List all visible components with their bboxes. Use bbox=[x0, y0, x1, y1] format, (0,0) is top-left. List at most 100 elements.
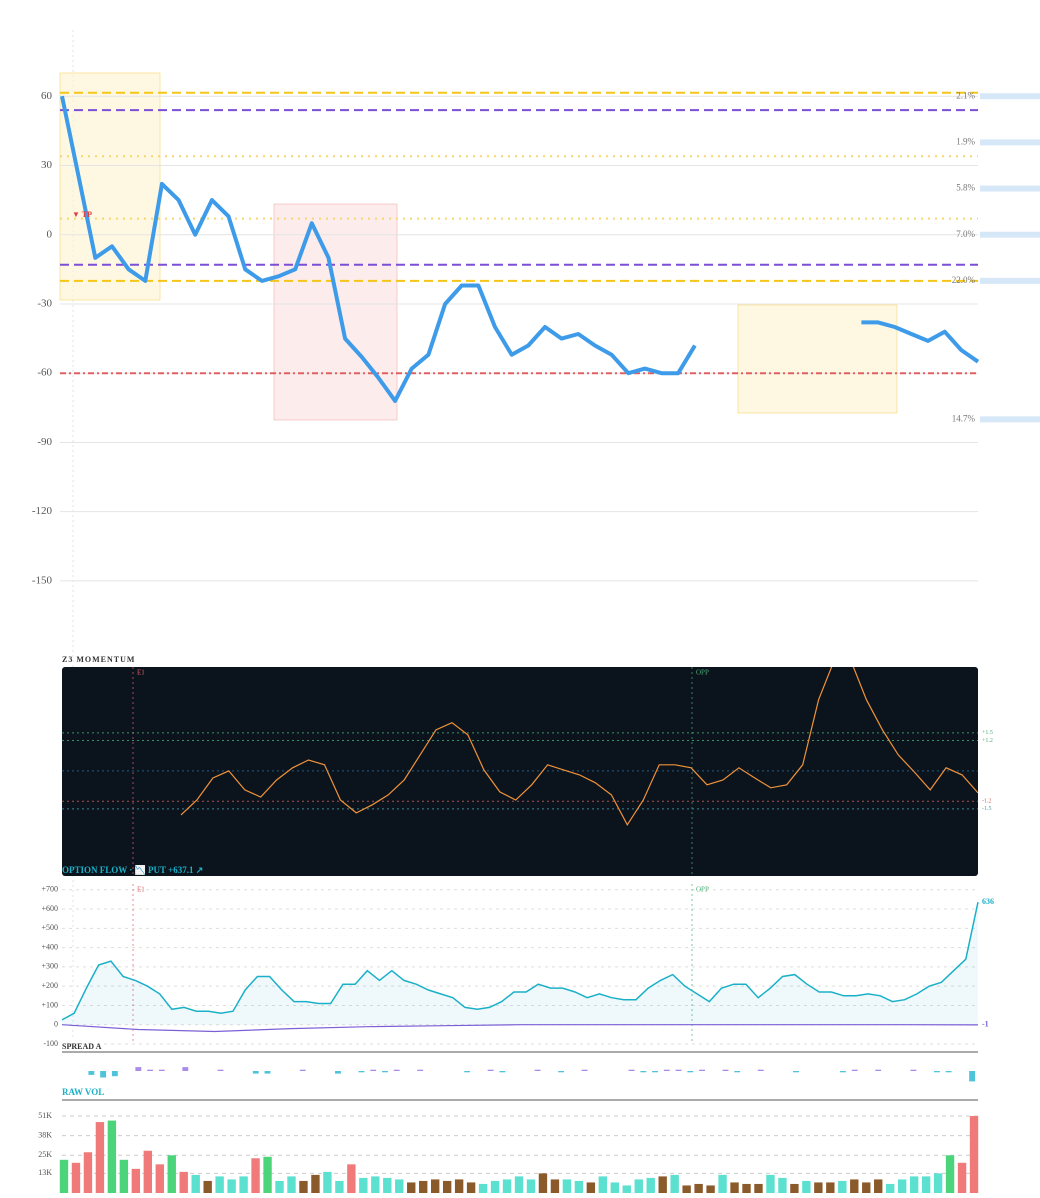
bar bbox=[652, 1071, 658, 1073]
bar bbox=[487, 1069, 494, 1071]
series-line bbox=[61, 1024, 979, 1033]
bar bbox=[442, 1180, 452, 1193]
bar bbox=[826, 1182, 835, 1193]
bar bbox=[217, 1069, 224, 1071]
y-tick-label: 30 bbox=[41, 159, 53, 171]
pct-label: 5.8% bbox=[956, 183, 975, 193]
bar bbox=[874, 1179, 883, 1193]
y-tick-label: 51K bbox=[38, 1111, 52, 1120]
bar bbox=[550, 1179, 560, 1193]
bar bbox=[886, 1183, 895, 1193]
bar bbox=[581, 1069, 588, 1071]
bar bbox=[722, 1069, 729, 1071]
bar bbox=[95, 1122, 105, 1193]
bar bbox=[910, 1069, 917, 1071]
bar bbox=[227, 1179, 236, 1193]
bar bbox=[430, 1179, 440, 1193]
bar bbox=[182, 1067, 189, 1071]
bar bbox=[969, 1071, 976, 1082]
bar bbox=[155, 1164, 164, 1193]
bar bbox=[526, 1179, 536, 1193]
bar bbox=[311, 1174, 320, 1193]
bar bbox=[264, 1071, 271, 1074]
bar bbox=[464, 1071, 471, 1073]
zone-box bbox=[273, 203, 398, 421]
y-tick-label: -30 bbox=[37, 297, 52, 309]
pct-label: 7.0% bbox=[956, 229, 975, 239]
bar bbox=[646, 1177, 655, 1193]
bar bbox=[538, 1173, 548, 1193]
bar bbox=[239, 1176, 248, 1193]
bar bbox=[628, 1069, 635, 1071]
bar bbox=[358, 1071, 365, 1073]
y-tick-label: 60 bbox=[41, 90, 53, 102]
panel-title: OPTION FLOW · 📉 PUT +637.1 ↗ bbox=[62, 864, 203, 875]
bar bbox=[802, 1180, 811, 1193]
bar bbox=[706, 1185, 715, 1193]
end-label: 636 bbox=[982, 897, 994, 906]
pct-label: 1.9% bbox=[956, 136, 975, 146]
bar bbox=[299, 1180, 308, 1193]
pct-label: 22.0% bbox=[952, 275, 976, 285]
y-tick-label: -90 bbox=[37, 436, 52, 448]
y-tick-label: 25K bbox=[38, 1150, 52, 1159]
y-tick-label: 0 bbox=[54, 1020, 58, 1029]
bar bbox=[840, 1071, 846, 1073]
y-tick-label: -120 bbox=[32, 505, 53, 517]
pct-label: 14.7% bbox=[952, 413, 976, 423]
bar bbox=[100, 1071, 107, 1078]
bar bbox=[490, 1180, 500, 1193]
bar bbox=[933, 1173, 943, 1193]
bar bbox=[454, 1179, 464, 1193]
bar bbox=[419, 1180, 428, 1193]
bar bbox=[395, 1179, 404, 1193]
y-tick-label: +400 bbox=[41, 942, 58, 951]
bar bbox=[191, 1174, 200, 1193]
bar bbox=[734, 1071, 741, 1073]
y-tick-label: -60 bbox=[37, 367, 52, 379]
panel-title: SPREAD A bbox=[62, 1042, 102, 1051]
tp-marker: ▼ TP bbox=[72, 210, 92, 219]
bar bbox=[466, 1182, 476, 1193]
bar bbox=[323, 1171, 332, 1193]
level-label: -1.2 bbox=[982, 799, 992, 805]
series-line bbox=[180, 667, 978, 826]
panel-title: RAW VOL bbox=[62, 1087, 104, 1097]
pct-label: 2.1% bbox=[956, 90, 975, 100]
bar bbox=[754, 1183, 763, 1193]
bar bbox=[83, 1152, 93, 1193]
bar bbox=[793, 1071, 799, 1073]
y-tick-label: +300 bbox=[41, 962, 58, 971]
y-tick-label: +600 bbox=[41, 904, 58, 913]
bar bbox=[203, 1180, 212, 1193]
y-tick-label: 0 bbox=[47, 228, 53, 240]
panel-title: Z3 MOMENTUM bbox=[62, 655, 135, 664]
y-tick-label: +100 bbox=[41, 1000, 58, 1009]
bar bbox=[534, 1069, 541, 1071]
bar bbox=[347, 1164, 356, 1193]
y-tick-label: -100 bbox=[43, 1039, 58, 1048]
bar bbox=[862, 1182, 871, 1193]
bar bbox=[514, 1176, 524, 1193]
pct-bar bbox=[980, 277, 1040, 284]
bar bbox=[574, 1180, 584, 1193]
bar bbox=[897, 1179, 907, 1193]
bar bbox=[687, 1071, 694, 1073]
bar bbox=[766, 1174, 775, 1193]
bar bbox=[407, 1182, 416, 1193]
bar bbox=[778, 1177, 787, 1193]
bar bbox=[88, 1071, 95, 1075]
bar bbox=[909, 1176, 919, 1193]
bar bbox=[757, 1069, 764, 1071]
bar bbox=[658, 1176, 667, 1193]
bar bbox=[359, 1177, 368, 1193]
level-label: +1.5 bbox=[982, 730, 993, 736]
bar bbox=[730, 1182, 739, 1193]
pct-bar bbox=[980, 416, 1040, 423]
bar bbox=[670, 1174, 679, 1193]
bar bbox=[287, 1176, 296, 1193]
bar bbox=[111, 1071, 118, 1077]
pct-bar bbox=[980, 139, 1040, 146]
bar bbox=[107, 1120, 117, 1193]
